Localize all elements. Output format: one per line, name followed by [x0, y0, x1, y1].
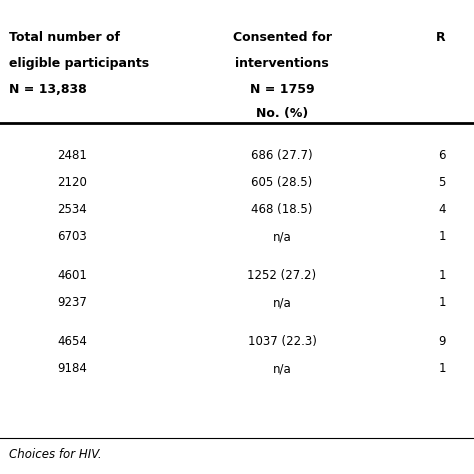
Text: No. (%): No. (%): [256, 107, 308, 119]
Text: 9184: 9184: [57, 362, 87, 375]
Text: 2481: 2481: [57, 149, 87, 162]
Text: 2120: 2120: [57, 176, 87, 189]
Text: 1252 (27.2): 1252 (27.2): [247, 269, 317, 282]
Text: 4: 4: [438, 203, 446, 216]
Text: n/a: n/a: [273, 296, 292, 309]
Text: n/a: n/a: [273, 362, 292, 375]
Text: n/a: n/a: [273, 230, 292, 243]
Text: N = 1759: N = 1759: [250, 83, 314, 96]
Text: 9237: 9237: [57, 296, 87, 309]
Text: 2534: 2534: [57, 203, 87, 216]
Text: Consented for: Consented for: [233, 31, 331, 44]
Text: 1: 1: [438, 269, 446, 282]
Text: interventions: interventions: [235, 57, 329, 70]
Text: 1037 (22.3): 1037 (22.3): [247, 335, 317, 348]
Text: 6703: 6703: [57, 230, 87, 243]
Text: 1: 1: [438, 296, 446, 309]
Text: 1: 1: [438, 230, 446, 243]
Text: 4601: 4601: [57, 269, 87, 282]
Text: 5: 5: [438, 176, 446, 189]
Text: Choices for HIV.: Choices for HIV.: [9, 448, 102, 461]
Text: Total number of: Total number of: [9, 31, 120, 44]
Text: eligible participants: eligible participants: [9, 57, 150, 70]
Text: 1: 1: [438, 362, 446, 375]
Text: R: R: [436, 31, 446, 44]
Text: N = 13,838: N = 13,838: [9, 83, 87, 96]
Text: 6: 6: [438, 149, 446, 162]
Text: 468 (18.5): 468 (18.5): [251, 203, 313, 216]
Text: 686 (27.7): 686 (27.7): [251, 149, 313, 162]
Text: 605 (28.5): 605 (28.5): [251, 176, 313, 189]
Text: 4654: 4654: [57, 335, 87, 348]
Text: 9: 9: [438, 335, 446, 348]
